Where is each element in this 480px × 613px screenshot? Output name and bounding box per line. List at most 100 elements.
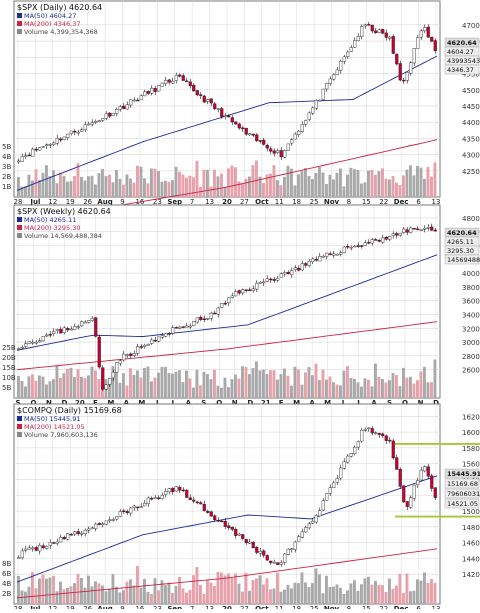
- volume-bar: [87, 375, 90, 398]
- x-tick-label: 9: [120, 198, 124, 206]
- volume-bar: [262, 584, 265, 604]
- volume-bar: [283, 368, 286, 398]
- volume-bar: [97, 583, 101, 604]
- chart-title: $SPX (Daily) 4620.64: [17, 3, 102, 12]
- volume-bar: [276, 180, 279, 197]
- candle-body: [223, 115, 227, 117]
- volume-bar: [374, 580, 377, 604]
- candle-body: [27, 341, 31, 344]
- volume-bar: [346, 590, 349, 604]
- volume-bar: [97, 379, 101, 398]
- candle-body: [24, 155, 28, 158]
- volume-scale-label: 2B: [2, 173, 11, 181]
- volume-bar: [66, 587, 69, 604]
- x-tick-label: 13: [205, 605, 214, 609]
- volume-bar: [209, 186, 213, 197]
- volume-bar: [325, 379, 328, 398]
- x-tick-label: Dec: [394, 605, 409, 609]
- candle-body: [321, 88, 325, 100]
- chart-title: $COMPQ (Daily) 15169.68: [17, 406, 122, 415]
- candle-body: [307, 112, 311, 120]
- volume-bar: [146, 183, 150, 197]
- candle-body: [321, 256, 325, 258]
- legend-label: MA(50) 4604.27: [24, 12, 76, 20]
- volume-bar: [125, 174, 129, 197]
- candle-body: [31, 341, 35, 344]
- x-tick-label: 28: [14, 198, 23, 206]
- volume-bar: [202, 169, 206, 197]
- volume-bar: [416, 380, 419, 398]
- candle-body: [279, 150, 283, 158]
- candle-body: [234, 291, 238, 297]
- candle-body: [433, 229, 437, 232]
- x-tick-label: 11: [275, 605, 284, 609]
- candle-body: [150, 87, 154, 94]
- volume-bar: [83, 378, 87, 398]
- candle-body: [220, 303, 224, 308]
- volume-bar: [132, 374, 136, 398]
- volume-bar: [118, 592, 122, 604]
- x-tick-label: 6: [416, 605, 421, 609]
- candle-body: [328, 253, 332, 256]
- candle-body: [59, 537, 63, 543]
- x-tick-label: 18: [292, 198, 301, 206]
- candle-body: [143, 344, 147, 348]
- candle-body: [41, 336, 45, 342]
- volume-scale-label: 6B: [2, 570, 11, 578]
- volume-bar: [377, 584, 381, 604]
- candle-body: [20, 550, 24, 559]
- y-tick-label: 15600: [462, 461, 480, 469]
- volume-bar: [314, 172, 318, 197]
- volume-bar: [300, 572, 304, 604]
- candle-body: [416, 228, 420, 230]
- candle-body: [174, 486, 178, 492]
- volume-bar: [164, 180, 167, 197]
- candle-body: [286, 548, 290, 555]
- volume-bar: [384, 178, 388, 197]
- price-flag-label: 4620.64: [447, 229, 477, 237]
- candle-body: [55, 329, 59, 331]
- volume-bar: [279, 374, 283, 398]
- candle-body: [307, 523, 311, 529]
- candle-body: [416, 480, 420, 486]
- volume-scale-label: 1B: [2, 183, 11, 191]
- volume-bars: [17, 566, 437, 604]
- volume-bar: [73, 583, 76, 604]
- candle-body: [150, 339, 154, 344]
- volume-bar: [398, 573, 402, 604]
- candle-body: [419, 469, 423, 481]
- volume-bar: [111, 182, 115, 197]
- volume-bar: [419, 580, 423, 604]
- volume-bar: [255, 578, 258, 604]
- x-tick-label: 16: [135, 605, 144, 609]
- candle-body: [395, 457, 399, 470]
- candle-body: [230, 526, 234, 530]
- x-tick-label: 22: [379, 605, 388, 609]
- candle-body: [346, 51, 350, 57]
- price-flag-label: 14521.05: [447, 500, 478, 508]
- legend-swatch: [17, 416, 22, 421]
- volume-bar: [115, 586, 118, 604]
- x-tick-label: 19: [66, 605, 75, 609]
- price-flag-label: 4346.37: [447, 66, 474, 74]
- candle-body: [290, 270, 294, 275]
- volume-scale-label: 5B: [2, 384, 11, 392]
- volume-bar: [52, 379, 55, 398]
- volume-bar: [409, 376, 412, 398]
- candle-body: [90, 317, 94, 321]
- candle-body: [332, 74, 336, 80]
- candle-body: [304, 263, 308, 266]
- candle-body: [349, 47, 353, 52]
- volume-bar: [377, 171, 381, 197]
- candles: [17, 426, 437, 567]
- volume-bar: [223, 186, 227, 197]
- candle-body: [276, 277, 280, 281]
- candle-body: [48, 144, 52, 146]
- volume-bar: [314, 568, 318, 604]
- volume-bar: [45, 165, 48, 197]
- volume-scale-label: 4B: [2, 580, 11, 588]
- volume-bar: [87, 176, 90, 197]
- candle-body: [150, 497, 154, 500]
- candle-body: [90, 122, 94, 125]
